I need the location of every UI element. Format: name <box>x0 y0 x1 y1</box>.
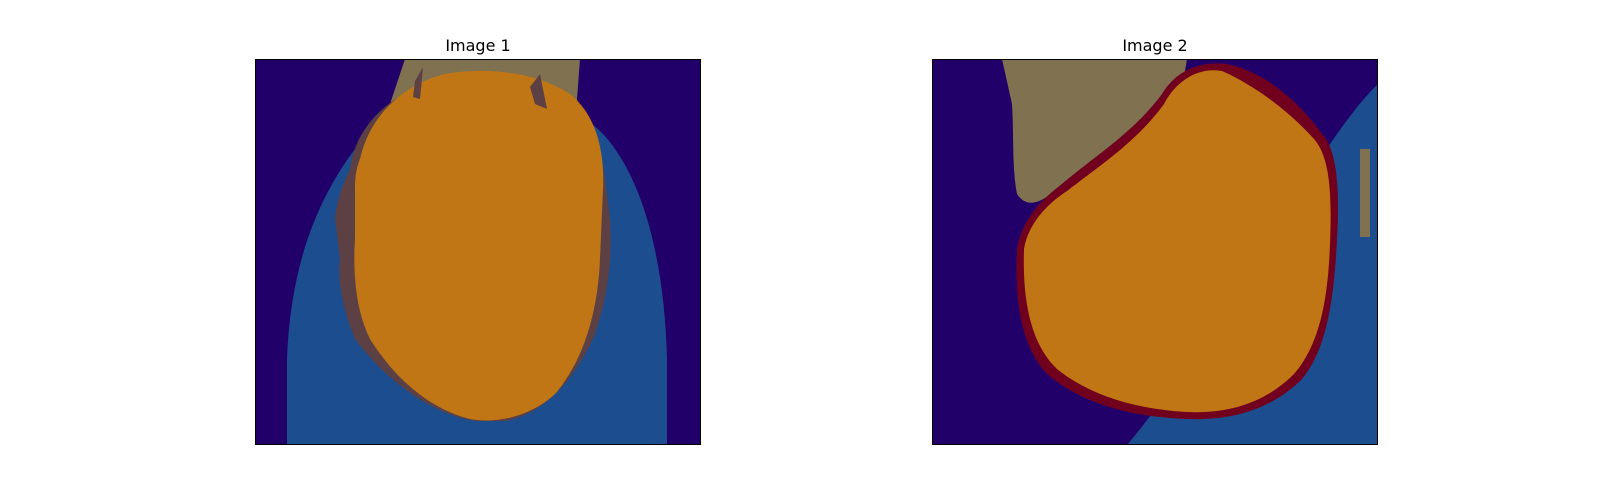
image-2-segmentation-overlay <box>932 59 1378 445</box>
right-khaki-strip <box>1360 149 1370 237</box>
notch-right <box>530 74 547 109</box>
image-1-panel <box>255 59 701 445</box>
notch-left <box>413 67 423 99</box>
image-2-frame <box>932 59 1378 445</box>
segmentation-mask <box>354 70 604 421</box>
image-1-title: Image 1 <box>445 36 511 55</box>
image-1-segmentation-overlay <box>255 59 701 445</box>
image-1-frame <box>255 59 701 445</box>
upper-khaki-region <box>1002 59 1187 203</box>
image-2-title: Image 2 <box>1122 36 1188 55</box>
segmentation-mask <box>1023 70 1331 413</box>
image-2-panel <box>932 59 1378 445</box>
